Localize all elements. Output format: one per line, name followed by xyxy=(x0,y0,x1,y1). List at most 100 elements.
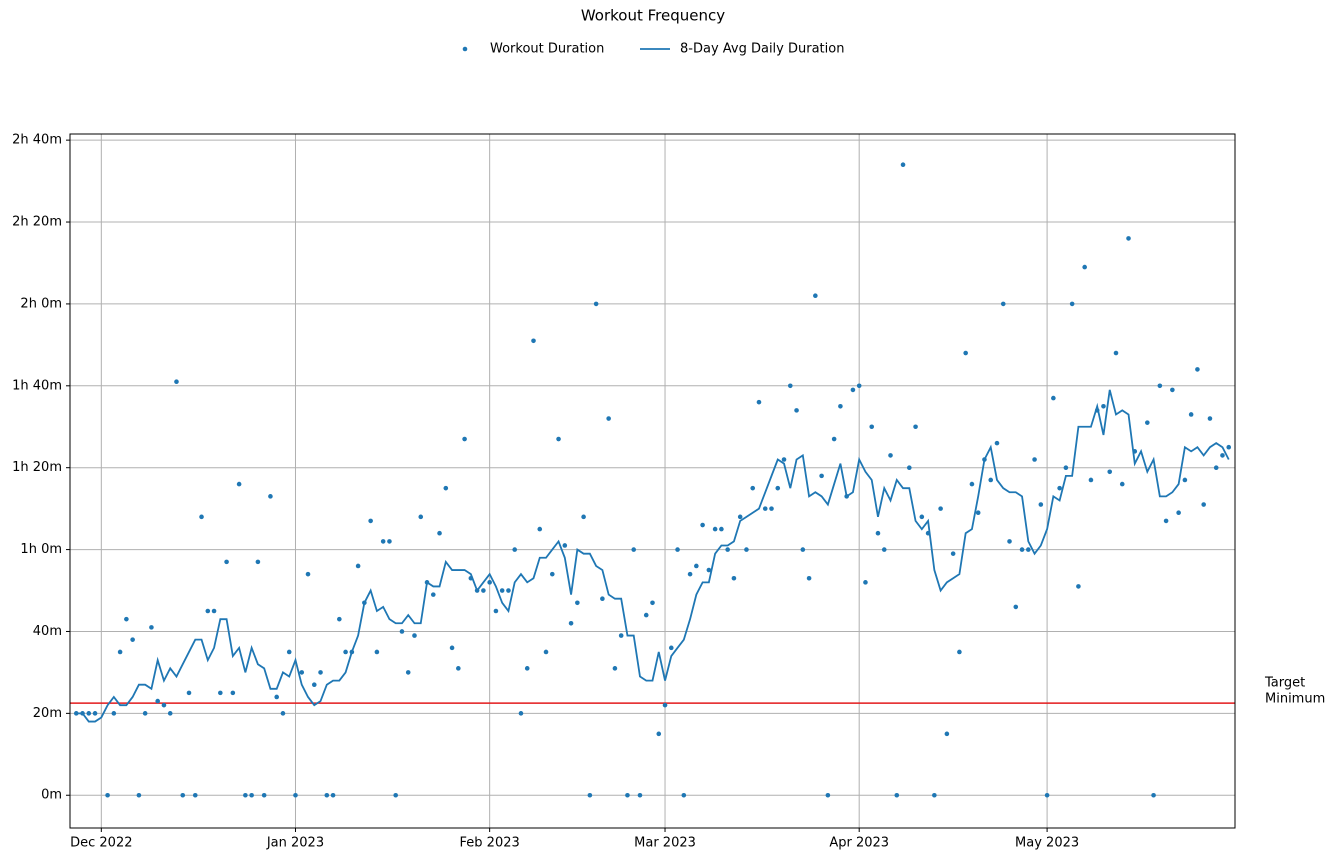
workout-point xyxy=(543,649,549,655)
workout-point xyxy=(211,608,217,614)
workout-point xyxy=(299,670,305,675)
workout-point xyxy=(1019,547,1025,552)
workout-point xyxy=(549,571,555,577)
workout-point xyxy=(130,637,135,642)
workout-point xyxy=(756,399,762,405)
workout-point xyxy=(512,547,518,552)
workout-point xyxy=(1032,457,1037,462)
workout-point xyxy=(1151,792,1156,798)
workout-point xyxy=(1026,547,1031,552)
workout-point xyxy=(800,547,806,552)
workout-point xyxy=(712,526,718,532)
workout-point xyxy=(825,792,831,798)
workout-point xyxy=(499,588,505,593)
workout-point xyxy=(481,588,486,593)
workout-point xyxy=(813,293,818,299)
x-tick-label: Jan 2023 xyxy=(266,836,324,851)
workout-point xyxy=(744,547,749,552)
workout-point xyxy=(725,547,730,552)
workout-point xyxy=(1038,502,1044,507)
workout-point xyxy=(462,436,467,442)
workout-point xyxy=(631,547,637,552)
x-tick-label: Dec 2022 xyxy=(70,836,132,851)
workout-point xyxy=(606,416,611,421)
workout-point xyxy=(957,649,962,655)
workout-point xyxy=(1170,387,1175,393)
workout-point xyxy=(856,383,862,389)
workout-point xyxy=(380,539,386,544)
workout-point xyxy=(819,473,824,479)
workout-point xyxy=(988,477,994,483)
x-tick-label: Apr 2023 xyxy=(829,836,889,851)
workout-point xyxy=(1051,395,1056,401)
workout-point xyxy=(1126,236,1131,241)
workout-point xyxy=(368,518,373,524)
y-tick-label: 1h 20m xyxy=(12,460,62,475)
workout-point xyxy=(662,702,668,708)
x-tick-label: Feb 2023 xyxy=(460,836,520,851)
workout-point xyxy=(1207,416,1213,421)
y-tick-label: 2h 40m xyxy=(12,133,62,148)
y-tick-label: 1h 0m xyxy=(20,542,62,557)
workout-point xyxy=(155,698,160,704)
workout-point xyxy=(167,711,173,716)
workout-point xyxy=(593,301,599,307)
workout-point xyxy=(869,424,875,430)
workout-point xyxy=(86,711,92,716)
workout-point xyxy=(399,629,405,634)
workout-point xyxy=(506,588,511,593)
workout-point xyxy=(1088,477,1094,483)
workout-point xyxy=(268,494,273,499)
workout-point xyxy=(1188,412,1194,417)
workout-point xyxy=(305,571,311,577)
workout-point xyxy=(944,731,950,737)
workout-point xyxy=(562,543,568,548)
workout-point xyxy=(888,453,893,458)
workout-point xyxy=(236,481,242,487)
workout-point xyxy=(1163,518,1169,524)
target-label: Minimum xyxy=(1265,692,1325,707)
workout-point xyxy=(668,645,674,651)
workout-point xyxy=(149,625,154,630)
workout-point xyxy=(174,379,179,385)
workout-point xyxy=(875,530,881,536)
workout-point xyxy=(92,711,98,716)
workout-point xyxy=(1007,539,1012,544)
legend-label: Workout Duration xyxy=(490,42,604,57)
workout-point xyxy=(775,485,781,491)
workout-point xyxy=(650,600,655,606)
y-tick-label: 20m xyxy=(33,706,62,721)
workout-point xyxy=(337,616,342,622)
workout-point xyxy=(919,514,925,520)
y-tick-label: 2h 0m xyxy=(20,296,62,311)
workout-point xyxy=(1057,485,1062,491)
workout-point xyxy=(894,792,900,798)
workout-point xyxy=(694,563,699,569)
workout-point xyxy=(831,436,837,442)
workout-point xyxy=(318,670,323,675)
workout-point xyxy=(456,666,461,671)
avg-line xyxy=(76,389,1230,723)
workout-point xyxy=(900,162,906,168)
workout-point xyxy=(218,690,223,696)
workout-point xyxy=(1195,367,1200,372)
workout-point xyxy=(575,600,580,606)
target-label: Target xyxy=(1264,676,1305,691)
workout-point xyxy=(637,792,643,798)
workout-point xyxy=(1063,465,1069,470)
workout-point xyxy=(737,514,743,520)
workout-point xyxy=(1013,604,1019,610)
workout-point xyxy=(1220,453,1225,458)
workout-point xyxy=(293,792,298,798)
workout-point xyxy=(781,457,787,462)
workout-point xyxy=(105,792,110,798)
y-tick-label: 2h 20m xyxy=(12,215,62,230)
workout-point xyxy=(324,792,330,798)
workout-point xyxy=(330,792,336,798)
workout-point xyxy=(249,792,254,798)
workout-point xyxy=(994,440,1000,446)
workout-point xyxy=(1119,481,1125,487)
workout-point xyxy=(199,514,204,520)
workout-point xyxy=(161,702,167,708)
